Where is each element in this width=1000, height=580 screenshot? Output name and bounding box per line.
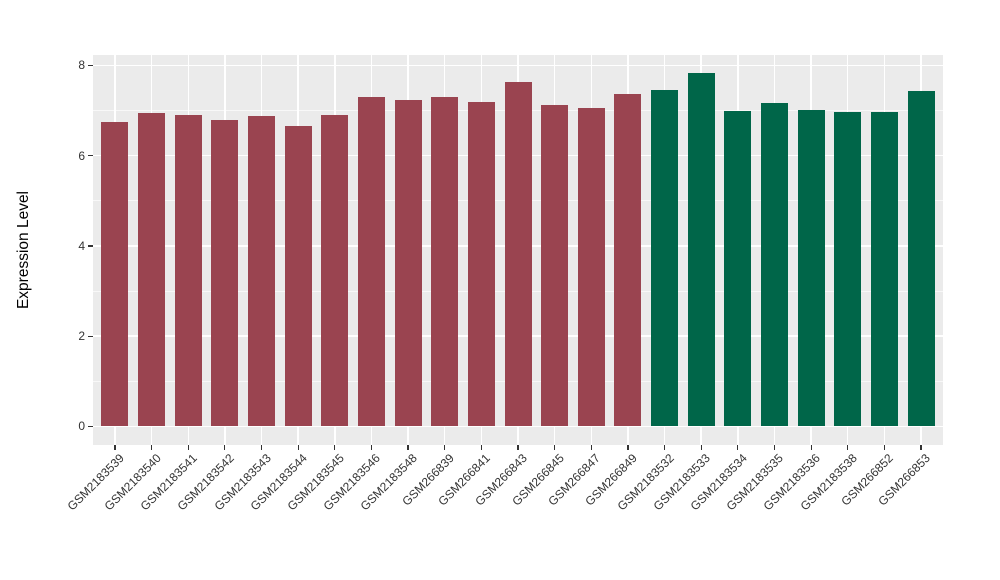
x-tick-mark — [554, 445, 556, 450]
bar-GSM266843 — [504, 81, 532, 427]
bar-GSM266849 — [614, 94, 642, 427]
bar-GSM266841 — [467, 102, 495, 427]
bar-GSM2183535 — [760, 103, 788, 427]
bar-GSM2183539 — [101, 121, 129, 427]
x-tick-mark — [444, 445, 446, 450]
bar-GSM2183543 — [248, 115, 276, 427]
bar-GSM2183536 — [797, 109, 825, 427]
x-tick-mark — [480, 445, 482, 450]
bar-GSM266847 — [577, 108, 605, 427]
y-gridline-major — [93, 425, 943, 428]
x-tick-mark — [663, 445, 666, 450]
bar-GSM2183533 — [687, 73, 715, 427]
x-tick-mark — [260, 445, 263, 450]
bar-GSM2183542 — [211, 119, 239, 427]
bar-GSM2183544 — [284, 125, 312, 427]
y-tick-label: 6 — [78, 148, 85, 163]
y-tick-label: 2 — [78, 329, 85, 344]
x-tick-mark — [224, 445, 226, 450]
x-tick-mark — [297, 445, 299, 450]
x-tick-mark — [883, 445, 885, 450]
x-tick-mark — [187, 445, 189, 450]
x-tick-mark — [407, 445, 409, 450]
y-axis-title: Expression Level — [15, 190, 32, 310]
x-tick-mark — [590, 445, 592, 450]
bar-GSM2183546 — [357, 96, 385, 427]
x-tick-mark — [370, 445, 373, 450]
plot-panel — [93, 55, 943, 445]
bar-GSM2183548 — [394, 99, 422, 427]
y-gridline-major — [93, 64, 943, 67]
y-tick-mark — [88, 335, 93, 337]
bar-GSM2183538 — [834, 112, 862, 427]
y-tick-label: 8 — [78, 58, 85, 73]
x-tick-mark — [700, 445, 702, 450]
y-tick-mark — [88, 64, 93, 66]
y-tick-mark — [88, 245, 93, 247]
y-tick-mark — [88, 155, 93, 157]
bar-GSM2183541 — [174, 114, 202, 427]
bar-GSM266852 — [870, 112, 898, 427]
bar-GSM266845 — [541, 104, 569, 427]
bar-GSM2183532 — [651, 89, 679, 427]
x-tick-mark — [151, 445, 153, 450]
y-tick-mark — [88, 425, 93, 428]
x-tick-mark — [773, 445, 776, 450]
y-tick-label: 0 — [78, 419, 85, 434]
bar-GSM266853 — [907, 90, 935, 427]
x-tick-mark — [920, 445, 922, 450]
bar-GSM266839 — [431, 96, 459, 427]
bar-GSM2183540 — [138, 112, 166, 427]
bar-GSM2183545 — [321, 115, 349, 427]
x-tick-mark — [847, 445, 849, 450]
x-tick-mark — [114, 445, 116, 450]
x-tick-mark — [517, 445, 519, 450]
bar-GSM2183534 — [724, 111, 752, 427]
y-tick-label: 4 — [78, 238, 85, 253]
x-tick-mark — [810, 445, 812, 450]
x-tick-mark — [627, 445, 629, 450]
x-tick-mark — [737, 445, 739, 450]
x-tick-mark — [334, 445, 336, 450]
